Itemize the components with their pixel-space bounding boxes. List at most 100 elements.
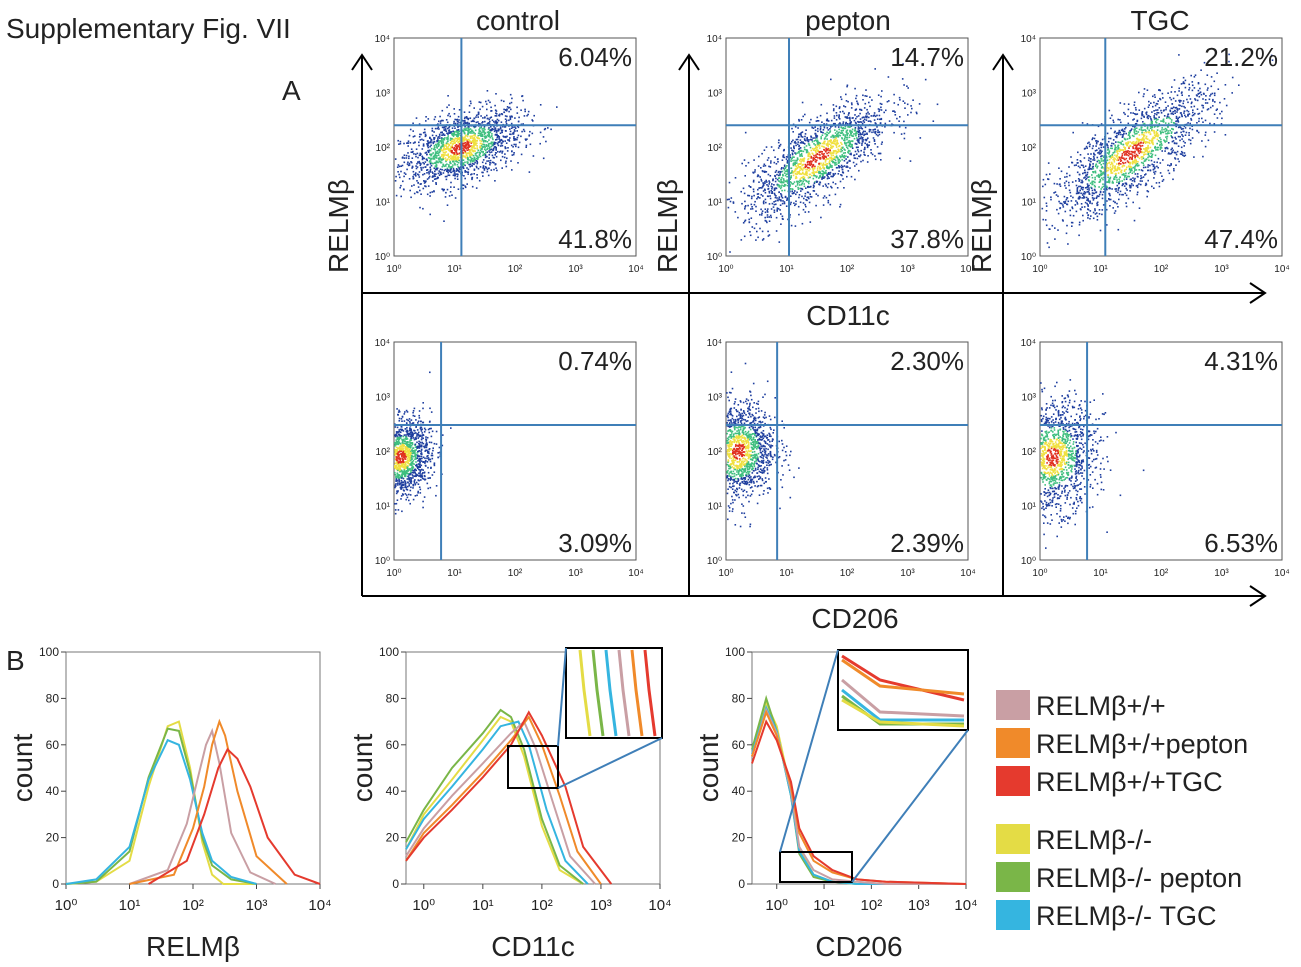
scatter-point xyxy=(835,151,837,153)
scatter-point xyxy=(1100,155,1102,158)
scatter-point xyxy=(401,164,404,167)
scatter-point xyxy=(805,180,808,183)
scatter-point xyxy=(500,129,503,132)
scatter-point xyxy=(1126,144,1128,147)
scatter-point xyxy=(859,154,862,156)
scatter-point xyxy=(490,110,493,112)
scatter-point xyxy=(799,159,801,162)
scatter-point xyxy=(477,134,480,137)
scatter-point xyxy=(798,194,801,196)
scatter-point xyxy=(1120,171,1123,174)
scatter-point xyxy=(1148,150,1151,153)
scatter-point xyxy=(857,128,860,130)
scatter-point xyxy=(1134,133,1136,135)
scatter-point xyxy=(489,129,492,132)
scatter-point xyxy=(478,130,481,133)
scatter-point xyxy=(429,141,431,144)
scatter-point xyxy=(472,145,474,147)
scatter-point xyxy=(847,151,849,153)
scatter-point xyxy=(832,151,835,153)
scatter-point xyxy=(427,185,430,187)
scatter-point xyxy=(474,158,477,161)
scatter-point xyxy=(1166,138,1168,140)
scatter-point xyxy=(434,149,436,151)
scatter-point xyxy=(447,127,449,130)
scatter-point xyxy=(861,138,864,140)
scatter-point xyxy=(1167,164,1169,166)
quadrant-upper-right-percent: 14.7% xyxy=(890,42,964,72)
scatter-point xyxy=(1066,197,1068,199)
scatter-point xyxy=(448,174,451,177)
scatter-point xyxy=(477,149,480,152)
scatter-point xyxy=(825,150,827,153)
scatter-point xyxy=(503,100,505,103)
scatter-point xyxy=(849,116,851,119)
scatter-point xyxy=(1180,128,1183,130)
scatter-point xyxy=(1138,128,1141,131)
scatter-point xyxy=(1107,166,1109,169)
scatter-point xyxy=(492,141,494,144)
scatter-point xyxy=(1169,109,1171,112)
scatter-point xyxy=(457,135,459,137)
scatter-point xyxy=(474,141,477,143)
scatter-point xyxy=(879,118,881,121)
scatter-point xyxy=(1092,167,1095,170)
scatter-point xyxy=(444,152,446,154)
scatter-point xyxy=(855,122,857,125)
scatter-point xyxy=(446,204,449,206)
scatter-point xyxy=(775,203,777,206)
scatter-point xyxy=(1092,145,1094,147)
scatter-point xyxy=(493,130,496,133)
scatter-point xyxy=(879,102,882,105)
scatter-point xyxy=(1123,146,1125,148)
scatter-point xyxy=(500,159,502,162)
scatter-point xyxy=(1136,137,1139,140)
scatter-point xyxy=(446,106,448,109)
scatter-point xyxy=(793,181,796,183)
scatter-point xyxy=(820,162,822,165)
scatter-point xyxy=(819,175,821,178)
scatter-point xyxy=(467,173,469,175)
scatter-point xyxy=(402,188,405,190)
scatter-point xyxy=(1134,147,1136,150)
scatter-point xyxy=(842,134,845,136)
scatter-point xyxy=(1087,153,1089,155)
scatter-point xyxy=(1050,196,1052,198)
scatter-point xyxy=(834,193,837,196)
scatter-point xyxy=(815,176,818,179)
y-axis-label: RELMβ xyxy=(323,179,354,273)
scatter-point xyxy=(792,171,794,173)
scatter-point xyxy=(456,145,458,148)
scatter-point xyxy=(825,167,828,169)
scatter-point xyxy=(529,130,531,133)
scatter-point xyxy=(448,130,450,132)
scatter-point xyxy=(834,141,836,143)
scatter-point xyxy=(1129,130,1131,132)
quadrant-lower-right-percent: 37.8% xyxy=(890,224,964,254)
scatter-point xyxy=(844,127,847,130)
scatter-point xyxy=(823,177,825,179)
scatter-point xyxy=(433,167,436,169)
scatter-point xyxy=(1132,201,1134,204)
scatter-point xyxy=(466,161,468,163)
scatter-point xyxy=(1079,185,1082,188)
scatter-point xyxy=(448,148,451,150)
scatter-point xyxy=(451,127,454,129)
scatter-point xyxy=(778,241,781,243)
scatter-point xyxy=(809,168,811,170)
scatter-point xyxy=(1133,135,1135,138)
scatter-point xyxy=(449,169,452,171)
scatter-point xyxy=(832,152,835,154)
scatter-point xyxy=(1191,128,1194,131)
scatter-point xyxy=(1208,98,1211,101)
scatter-point xyxy=(1119,190,1122,193)
scatter-point xyxy=(792,192,794,195)
scatter-point xyxy=(1204,99,1207,101)
scatter-point xyxy=(505,160,507,163)
scatter-point xyxy=(800,119,803,121)
scatter-point xyxy=(437,136,440,138)
scatter-point xyxy=(435,144,438,147)
scatter-point xyxy=(398,143,400,145)
scatter-point xyxy=(477,121,479,123)
scatter-point xyxy=(513,131,515,134)
